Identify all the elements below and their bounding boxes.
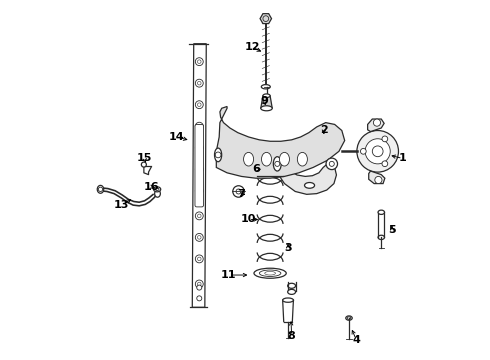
Circle shape [365,139,390,164]
Text: 3: 3 [284,243,292,253]
Text: 7: 7 [238,189,245,199]
Circle shape [196,101,203,109]
Circle shape [196,255,203,263]
Circle shape [375,176,382,184]
Text: 5: 5 [388,225,396,235]
Circle shape [357,131,398,172]
Polygon shape [277,155,337,194]
Polygon shape [216,107,344,178]
Circle shape [382,161,388,167]
Text: 15: 15 [137,153,152,163]
Text: 16: 16 [144,182,160,192]
Ellipse shape [288,289,295,294]
Circle shape [196,58,203,66]
Ellipse shape [304,183,315,188]
Text: 13: 13 [114,200,129,210]
Polygon shape [368,171,385,184]
Polygon shape [261,96,272,108]
Polygon shape [368,119,384,132]
Circle shape [197,285,202,290]
Circle shape [141,162,147,167]
Ellipse shape [288,283,295,288]
Ellipse shape [97,185,104,193]
Ellipse shape [273,157,281,171]
Circle shape [196,79,203,87]
Text: 10: 10 [241,215,256,224]
Ellipse shape [263,94,270,98]
Ellipse shape [378,235,385,239]
Ellipse shape [153,187,161,192]
Text: 1: 1 [399,153,407,163]
Text: 14: 14 [169,132,185,142]
Circle shape [361,148,366,154]
Ellipse shape [244,152,254,166]
Circle shape [326,158,338,170]
Text: 11: 11 [221,270,237,280]
Text: 2: 2 [320,125,328,135]
Ellipse shape [279,152,290,166]
FancyBboxPatch shape [195,125,203,207]
Circle shape [196,165,203,173]
Ellipse shape [297,152,307,166]
Ellipse shape [378,210,385,215]
Circle shape [382,136,388,142]
Polygon shape [260,14,271,24]
Text: 12: 12 [245,42,260,52]
Circle shape [233,186,245,197]
Ellipse shape [254,268,286,278]
Ellipse shape [261,85,270,89]
Ellipse shape [262,152,271,166]
Ellipse shape [346,316,352,320]
Circle shape [196,122,203,130]
Circle shape [373,119,381,126]
Circle shape [196,280,203,288]
Polygon shape [192,44,206,307]
Ellipse shape [155,190,160,197]
Ellipse shape [261,106,272,111]
Text: 4: 4 [352,334,360,345]
Circle shape [196,187,203,195]
Circle shape [197,296,202,301]
Circle shape [196,212,203,220]
Circle shape [196,233,203,241]
Ellipse shape [215,148,221,162]
Circle shape [196,144,203,152]
Text: 6: 6 [252,164,260,174]
Ellipse shape [283,298,294,302]
Text: 9: 9 [261,96,269,106]
Text: 8: 8 [288,331,295,341]
